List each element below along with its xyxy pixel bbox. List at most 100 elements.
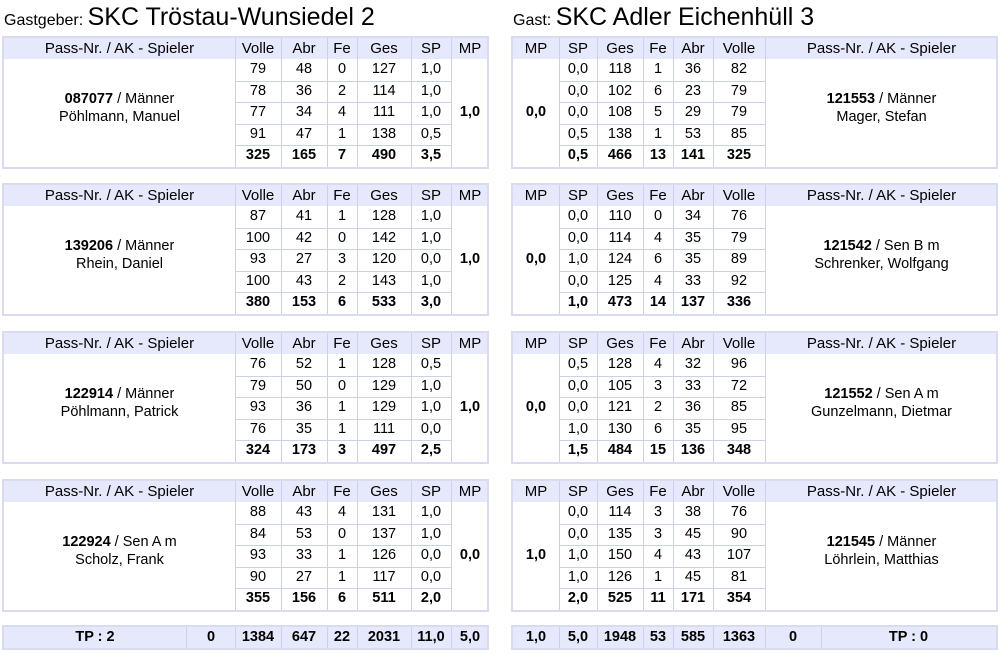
- score-cell: 0,0: [567, 272, 589, 289]
- score-cell: 38: [684, 504, 702, 520]
- score-cell: 126: [371, 547, 397, 564]
- score-cell: 1,0: [420, 82, 442, 99]
- player-name: Rhein, Daniel: [75, 256, 164, 273]
- score-cell: 23: [684, 82, 702, 99]
- pass-number: 087077: [64, 91, 114, 108]
- row-divider: [559, 80, 765, 82]
- row-divider: [559, 588, 765, 590]
- column-header: Fe: [649, 187, 667, 204]
- score-cell: 76: [249, 356, 267, 372]
- score-cell: 1,0: [567, 568, 589, 585]
- total-cell: 484: [607, 442, 633, 459]
- guest-match-4-mp: 1,0: [525, 547, 547, 564]
- total-cell: 171: [680, 590, 706, 607]
- total-value: TP : 0: [888, 629, 929, 645]
- score-cell: 27: [295, 568, 313, 585]
- player-name: Gunzelmann, Dietmar: [810, 404, 953, 421]
- column-header: SP: [567, 483, 588, 500]
- score-cell: 90: [249, 568, 267, 585]
- guest-match-1-header-row: MP SP Ges Fe Abr Volle Pass-Nr. / AK - Spieler: [513, 38, 996, 59]
- score-cell: 0,0: [567, 229, 589, 246]
- total-value: 585: [680, 629, 706, 645]
- column-header: MP: [524, 187, 548, 204]
- score-cell: 137: [371, 525, 397, 542]
- score-cell: 53: [295, 525, 313, 542]
- total-cell: 354: [726, 590, 752, 607]
- column-header: MP: [524, 335, 548, 352]
- total-cell: 3,0: [420, 294, 442, 311]
- score-cell: 4: [337, 504, 347, 520]
- pass-number: 121552: [824, 386, 873, 403]
- score-cell: 1: [337, 547, 347, 564]
- score-cell: 138: [371, 125, 397, 142]
- column-header: SP: [420, 483, 441, 500]
- score-cell: 121: [607, 399, 633, 416]
- score-cell: 0,0: [567, 504, 589, 520]
- score-cell: 4: [653, 547, 663, 564]
- row-divider: [559, 249, 765, 251]
- column-divider: [451, 481, 452, 610]
- total-cell: 348: [726, 442, 752, 459]
- column-header: SP: [567, 40, 588, 57]
- score-cell: 3: [337, 251, 347, 268]
- score-cell: 126: [607, 568, 633, 585]
- column-header: MP: [458, 483, 482, 500]
- row-divider: [235, 227, 451, 229]
- column-header: Abr: [681, 335, 705, 352]
- score-cell: 1,0: [420, 525, 442, 542]
- score-cell: 35: [684, 229, 702, 246]
- score-cell: 50: [295, 377, 313, 394]
- score-cell: 143: [371, 272, 397, 289]
- total-cell: 3,5: [420, 147, 442, 164]
- column-header: Abr: [681, 40, 705, 57]
- score-cell: 128: [371, 356, 397, 372]
- total-cell: 141: [680, 147, 706, 164]
- row-divider: [235, 523, 451, 525]
- score-cell: 79: [730, 104, 748, 121]
- score-cell: 3: [653, 377, 663, 394]
- guest-match-2-mp: 0,0: [525, 251, 547, 268]
- age-class: / Männer: [113, 238, 175, 255]
- pass-number: 139206: [64, 238, 114, 255]
- score-cell: 0,5: [567, 125, 589, 142]
- home-match-4-table: Pass-Nr. / AK - Spieler Volle Abr Fe Ges SP MP…: [2, 479, 489, 612]
- score-cell: 6: [653, 251, 663, 268]
- column-divider: [357, 627, 358, 648]
- total-value: 647: [291, 629, 317, 645]
- column-header: Volle: [722, 187, 756, 204]
- score-cell: 117: [372, 568, 396, 585]
- home-team-header: Gastgeber: SKC Tröstau-Wunsiedel 2: [4, 3, 375, 33]
- score-cell: 1,0: [420, 229, 442, 246]
- total-cell: 1,5: [567, 442, 589, 459]
- score-cell: 84: [249, 525, 267, 542]
- total-cell: 473: [607, 294, 633, 311]
- total-cell: 325: [245, 147, 271, 164]
- score-cell: 100: [245, 272, 271, 289]
- guest-match-3-table: MP SP Ges Fe Abr Volle Pass-Nr. / AK - Spieler…: [511, 331, 998, 464]
- score-cell: 128: [371, 208, 397, 224]
- score-cell: 5: [653, 104, 663, 121]
- score-cell: 42: [295, 229, 313, 246]
- score-cell: 41: [295, 208, 313, 224]
- total-value: 5,0: [567, 629, 589, 645]
- score-cell: 6: [653, 82, 663, 99]
- score-cell: 130: [607, 420, 633, 437]
- guest-match-1-mp: 0,0: [525, 104, 547, 121]
- guest-match-1-player: 121553 / Männer Mager, Stefan: [765, 90, 998, 126]
- score-cell: 129: [371, 377, 397, 394]
- score-cell: 79: [730, 82, 748, 99]
- row-divider: [235, 292, 451, 294]
- column-header: Volle: [241, 483, 275, 500]
- score-cell: 78: [249, 82, 267, 99]
- total-value: 5,0: [459, 629, 481, 645]
- score-cell: 3: [653, 525, 663, 542]
- column-header: Abr: [292, 483, 316, 500]
- row-divider: [559, 523, 765, 525]
- total-cell: 2,5: [420, 442, 442, 459]
- score-cell: 111: [372, 104, 396, 121]
- score-cell: 138: [607, 125, 633, 142]
- guest-match-4-table: MP SP Ges Fe Abr Volle Pass-Nr. / AK - Spieler…: [511, 479, 998, 612]
- score-cell: 33: [684, 272, 702, 289]
- home-match-1-table: Pass-Nr. / AK - Spieler Volle Abr Fe Ges SP MP…: [2, 36, 489, 169]
- total-cell: 490: [371, 147, 397, 164]
